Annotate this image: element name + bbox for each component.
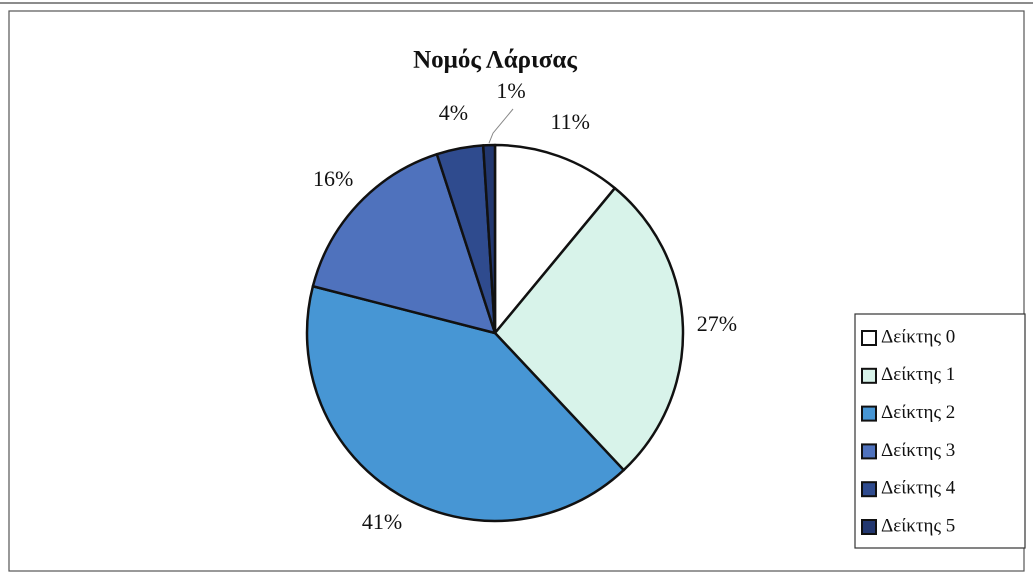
legend-box	[854, 313, 1026, 549]
pie-slice	[493, 186, 685, 472]
pie-slice	[481, 143, 497, 335]
legend-swatch	[861, 367, 877, 384]
legend-label: Δείκτης 4	[881, 478, 956, 499]
chart-title: Νομός Λάρισας	[413, 47, 577, 74]
pie-slice	[305, 284, 625, 523]
data-label: 41%	[362, 509, 402, 534]
leader-line	[488, 108, 514, 144]
pie-slice	[311, 152, 497, 335]
legend-label: Δείκτης 5	[881, 515, 955, 536]
data-label: 1%	[496, 78, 525, 103]
data-label: 11%	[550, 109, 590, 134]
legend-label: Δείκτης 2	[881, 402, 955, 423]
legend-swatch	[861, 481, 877, 498]
legend-label: Δείκτης 0	[881, 326, 955, 347]
legend-swatch	[861, 405, 877, 422]
legend-label: Δείκτης 3	[881, 440, 955, 461]
legend-label: Δείκτης 1	[881, 364, 955, 385]
legend-swatch	[861, 443, 877, 460]
data-label: 4%	[439, 100, 468, 125]
legend-swatch	[861, 330, 877, 346]
legend-swatch	[861, 519, 877, 535]
pie-slice	[493, 143, 617, 335]
data-label: 16%	[313, 166, 353, 191]
data-label: 27%	[697, 311, 737, 336]
